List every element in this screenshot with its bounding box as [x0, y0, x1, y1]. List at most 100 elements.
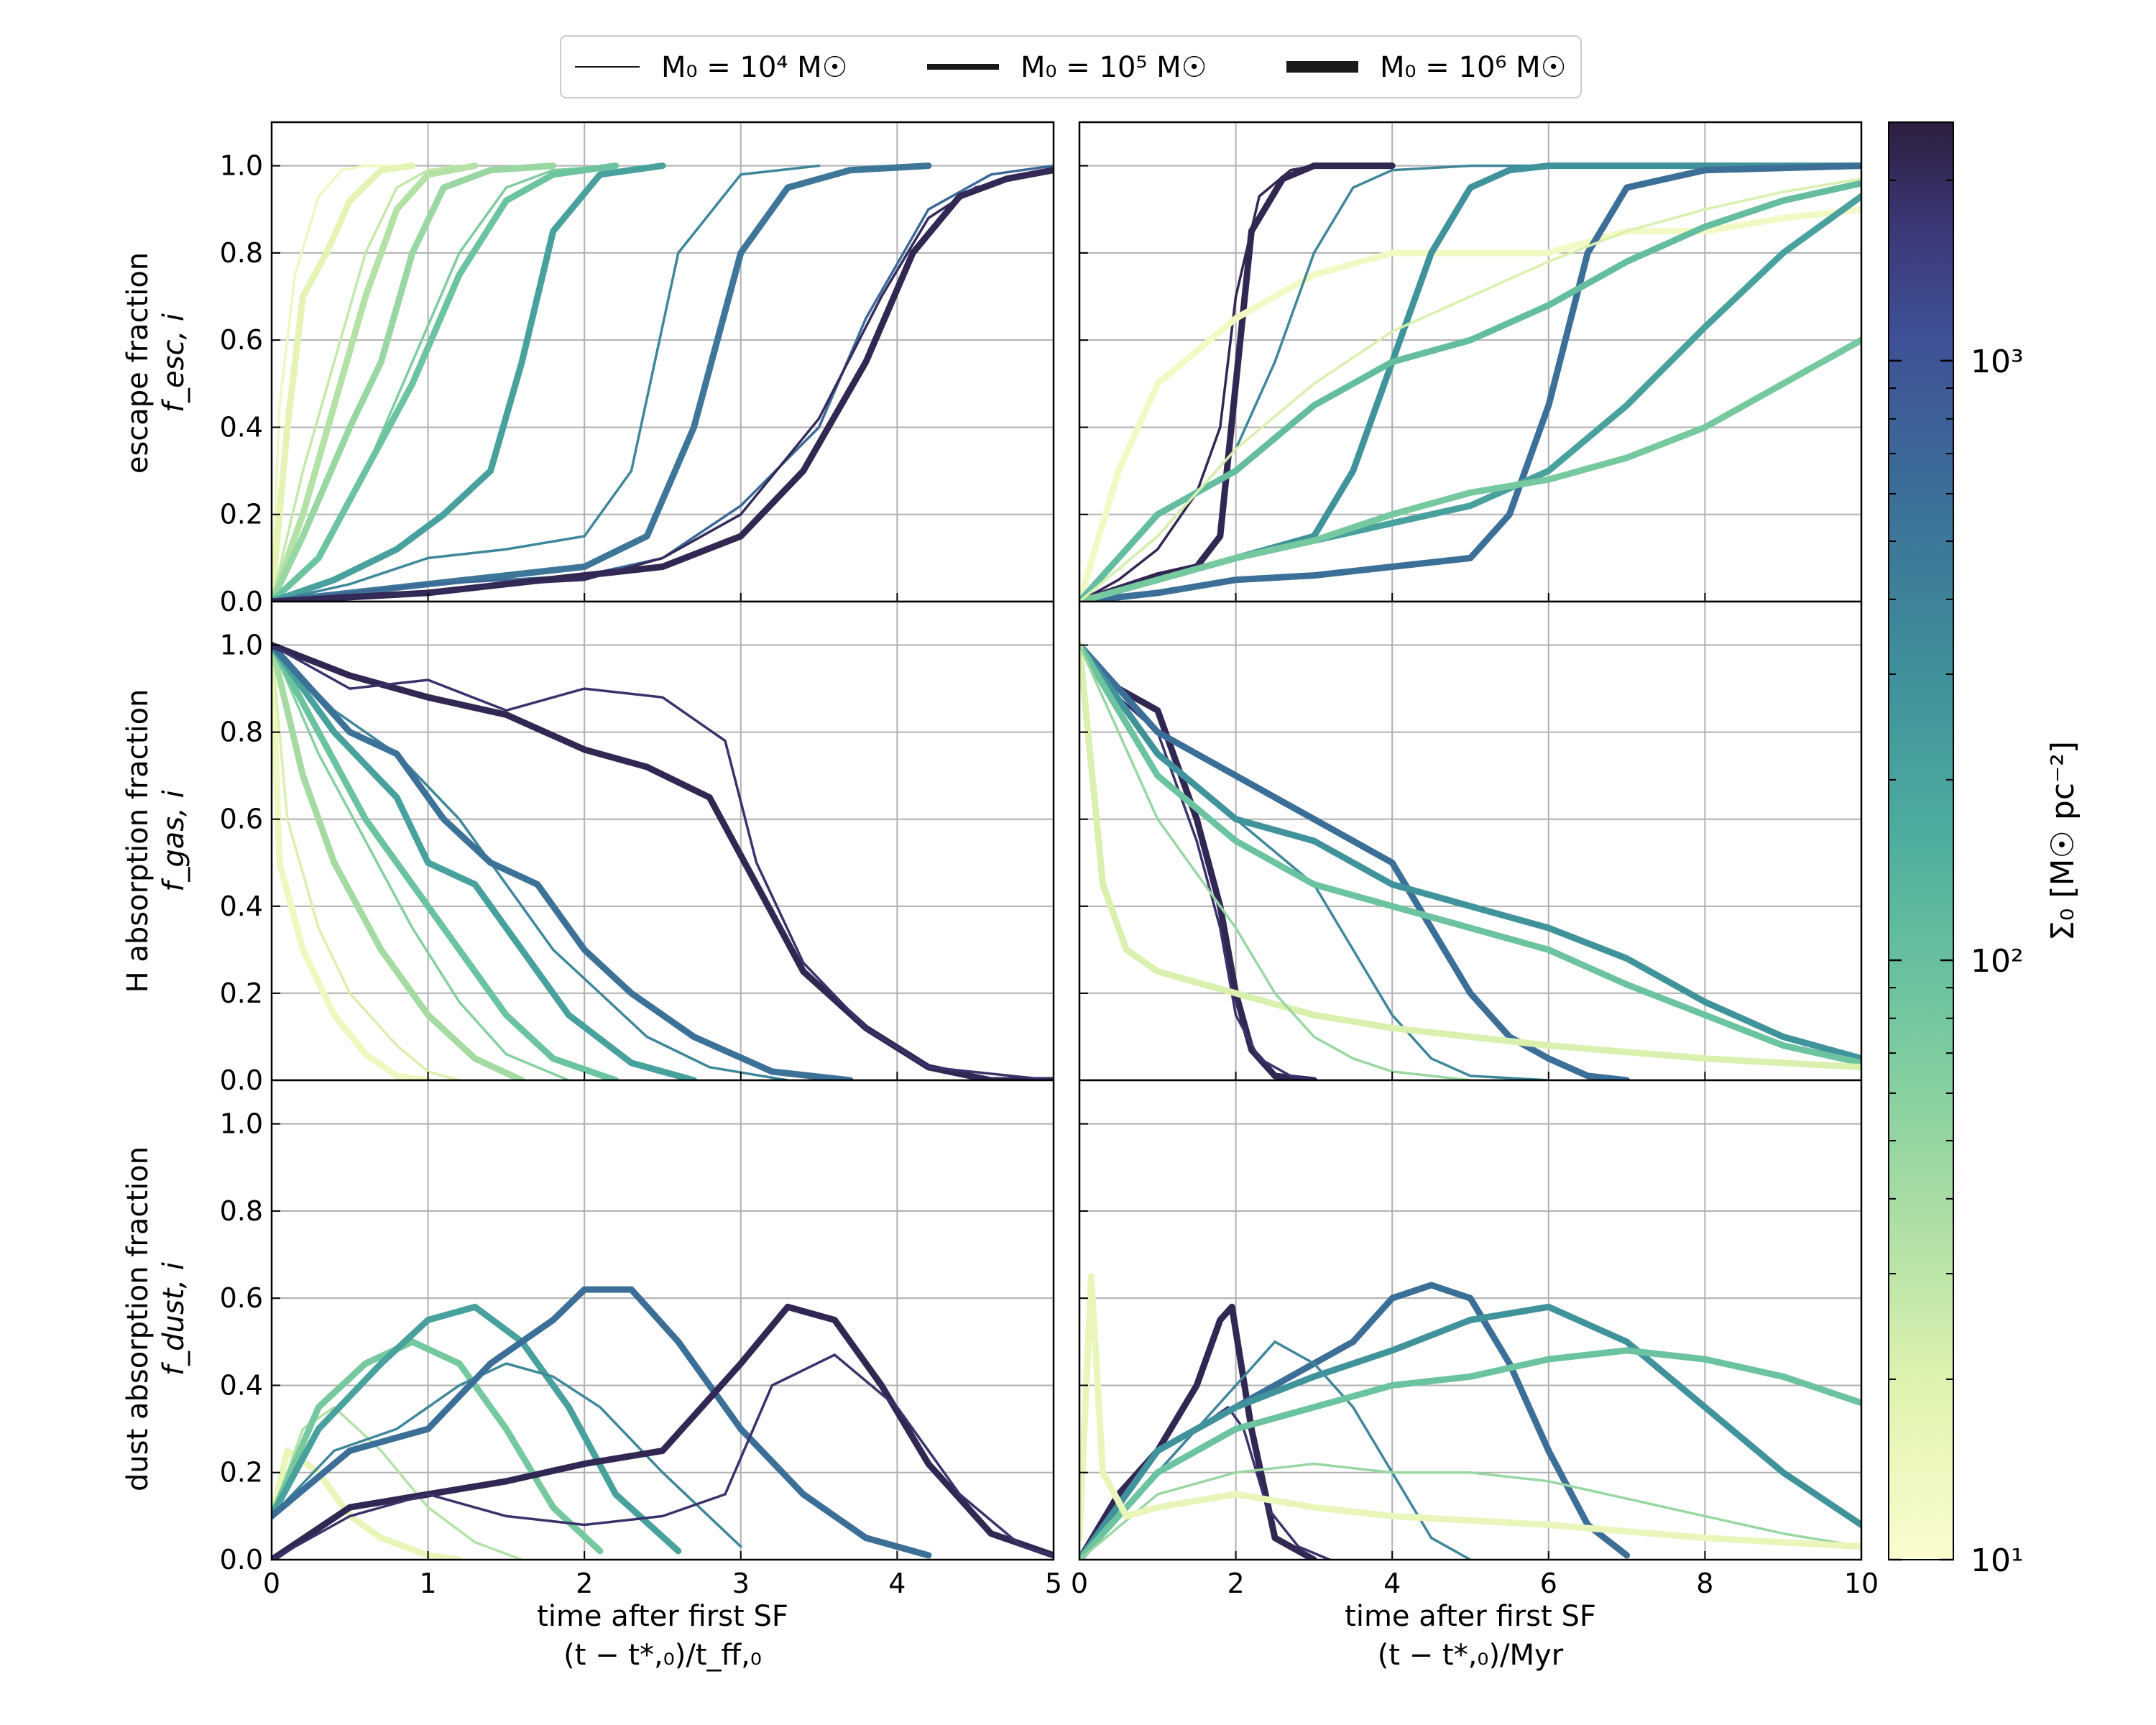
- panel-gas-left-line-0: [272, 642, 432, 1080]
- colorbar-tick-label: 10¹: [1971, 1542, 2024, 1579]
- panel-esc-right: [1078, 121, 1863, 603]
- panel-gas-left-line-9: [272, 643, 1054, 1080]
- panel-dust-right-line-4: [1079, 1303, 1861, 1560]
- legend-label-1e6: M₀ = 10⁶ M☉: [1380, 51, 1567, 84]
- panel-esc-left-line-4: [272, 162, 557, 602]
- xlabel-left-line2: (t − t*,₀)/t_ff,₀: [563, 1639, 762, 1672]
- panel-gas-left-series: [272, 642, 1054, 1080]
- panel-dust-left-ytick-label: 0.4: [220, 1369, 263, 1401]
- panel-dust-right-frame: [1078, 1079, 1863, 1561]
- panel-dust-left-line-2: [272, 1338, 604, 1555]
- colorbar-gradient: [1888, 121, 1954, 1560]
- panel-esc-right-line-6: [1079, 180, 1861, 602]
- panel-gas-left-line-5: [272, 642, 697, 1080]
- colorbar-tick-label: 10³: [1971, 344, 2024, 380]
- panel-esc-left-ytick-label: 0.6: [220, 324, 263, 356]
- panel-dust-right-xtick-label: 8: [1696, 1568, 1713, 1599]
- panel-dust-right-xtick-label: 2: [1227, 1568, 1245, 1599]
- panel-esc-left-line-12: [272, 168, 1054, 602]
- panel-gas-right: [1078, 600, 1863, 1082]
- colorbar-label: Σ₀ [M☉ pc⁻²]: [2045, 741, 2081, 941]
- panel-dust-left: 0.0 0.2 0.4 0.6 0.8 1.0 0 1 2 3 4 5: [220, 1079, 1062, 1599]
- legend-frame: [560, 35, 1582, 98]
- panel-dust-left-xtick-label: 4: [888, 1568, 906, 1599]
- panel-esc-right-series: [1079, 162, 1861, 602]
- panel-esc-left-line-0: [272, 164, 398, 602]
- panel-dust-left-xtick-label: 5: [1045, 1568, 1062, 1599]
- xlabel-right-line1: time after first SF: [1345, 1600, 1596, 1633]
- panel-dust-left-line-4: [272, 1362, 742, 1548]
- panel-dust-left-ytick-label: 0.8: [220, 1195, 263, 1227]
- panel-gas-right-line-5: [1079, 642, 1861, 1067]
- panel-dust-right-line-6: [1079, 1462, 1861, 1560]
- panel-gas-left-ytick-label: 0.0: [220, 1064, 263, 1096]
- panel-esc-left-ytick-label: 0.8: [220, 237, 263, 269]
- panel-dust-right-line-7: [1079, 1273, 1861, 1550]
- panel-gas-right-series: [1079, 642, 1861, 1080]
- panel-gas-left-line-7: [272, 642, 854, 1080]
- panel-dust-right-line-5: [1079, 1347, 1861, 1560]
- panel-gas-left-line-2: [272, 642, 525, 1080]
- ylabel-dust-line1: dust absorption fraction: [121, 1146, 155, 1491]
- panel-esc-right-line-5: [1079, 162, 1861, 602]
- panel-esc-right-bg: [1079, 122, 1861, 602]
- panel-esc-right-line-8: [1079, 336, 1861, 602]
- ylabel-dust: dust absorption fraction f_dust, i: [121, 1146, 190, 1491]
- panel-dust-left-ytick-label: 1.0: [220, 1108, 263, 1140]
- panel-dust-left-ytick-label: 0.2: [220, 1457, 263, 1489]
- panel-dust-right-series: [1079, 1273, 1861, 1560]
- ylabel-gas-line2: f_gas, i: [157, 790, 190, 891]
- panel-dust-left-ytick-label: 0.0: [220, 1544, 263, 1576]
- panel-dust-right-xtick-label: 6: [1540, 1568, 1557, 1599]
- panel-gas-left-ytick-label: 0.6: [220, 804, 263, 835]
- panel-gas-right-line-1: [1079, 643, 1316, 1080]
- panel-esc-right-line-9: [1079, 178, 1861, 602]
- colorbar: 10¹ 10² 10³ Σ₀ [M☉ pc⁻²]: [1888, 121, 2081, 1579]
- panel-gas-left-line-4: [272, 642, 619, 1080]
- panel-esc-left: 0.0 0.2 0.4 0.6 0.8 1.0: [220, 121, 1055, 617]
- panel-esc-left-line-7: [272, 162, 666, 602]
- panel-esc-left-line-6: [272, 162, 619, 602]
- panel-gas-left-ytick-label: 0.8: [220, 717, 263, 748]
- legend-label-1e5: M₀ = 10⁵ M☉: [1021, 51, 1207, 84]
- panel-esc-left-line-8: [272, 164, 821, 602]
- ylabel-esc-line2: f_esc, i: [157, 313, 190, 413]
- panel-gas-left-ytick-label: 0.2: [220, 978, 263, 1009]
- panel-esc-left-ytick-label: 0.0: [220, 586, 263, 617]
- ylabel-esc: escape fraction f_esc, i: [121, 252, 190, 474]
- panel-dust-left-ytick-label: 0.6: [220, 1282, 263, 1314]
- panel-esc-left-line-1: [272, 162, 416, 602]
- panels: 0.00.20.40.60.81.00.00.20.40.60.81.00.00…: [220, 121, 1879, 1599]
- panel-esc-left-ytick-label: 0.2: [220, 499, 263, 530]
- panel-gas-left-ytick-label: 1.0: [220, 630, 263, 661]
- panel-esc-left-line-10: [272, 164, 1054, 602]
- ylabel-gas: H absorption fraction f_gas, i: [121, 689, 190, 993]
- panel-dust-left-series: [272, 1286, 1054, 1560]
- ylabel-dust-line2: f_dust, i: [157, 1262, 190, 1376]
- panel-gas-right-line-2: [1079, 642, 1631, 1080]
- panel-gas-left-ytick-label: 0.4: [220, 891, 263, 922]
- panel-gas-left-line-3: [272, 643, 571, 1080]
- panel-dust-right: 0 2 4 6 8 10: [1071, 1079, 1879, 1599]
- panel-esc-left-line-3: [272, 162, 479, 602]
- colorbar-label-group: Σ₀ [M☉ pc⁻²]: [2045, 741, 2081, 941]
- ylabel-gas-line1: H absorption fraction: [121, 689, 155, 993]
- panel-dust-left-line-1: [272, 1406, 523, 1560]
- panel-esc-left-ytick-label: 0.4: [220, 411, 263, 443]
- panel-dust-left-xtick-label: 0: [263, 1568, 280, 1599]
- panel-dust-left-frame: [270, 1079, 1055, 1561]
- panel-gas-right-line-7: [1079, 643, 1472, 1080]
- panel-gas-right-line-4: [1079, 642, 1861, 1062]
- panel-esc-left-bg: [272, 122, 1054, 602]
- panel-dust-left-line-3: [272, 1303, 682, 1555]
- panel-dust-right-xtick-label: 10: [1844, 1568, 1879, 1599]
- panel-gas-right-line-6: [1079, 642, 1861, 1071]
- legend-label-1e4: M₀ = 10⁴ M☉: [661, 51, 848, 84]
- ylabel-esc-line1: escape fraction: [121, 252, 155, 474]
- panel-gas-left-line-1: [272, 643, 461, 1080]
- panel-dust-left-xtick-label: 2: [576, 1568, 593, 1599]
- xlabel-right-line2: (t − t*,₀)/Myr: [1378, 1639, 1564, 1672]
- panel-gas-left: 0.0 0.2 0.4 0.6 0.8 1.0: [220, 600, 1055, 1096]
- panel-dust-left-line-5: [272, 1286, 932, 1559]
- panel-esc-left-line-2: [272, 164, 461, 602]
